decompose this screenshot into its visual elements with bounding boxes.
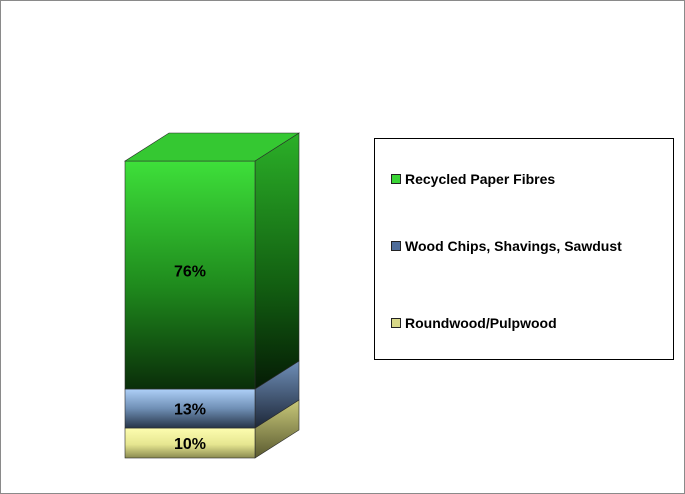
legend-item-roundwood-pulpwood: Roundwood/Pulpwood bbox=[391, 315, 557, 331]
legend-swatch-recycled-paper-fibres bbox=[391, 174, 401, 184]
bar-segment-wood-chips-shavings-sawdust bbox=[124, 388, 256, 429]
bar-segment-recycled-paper-fibres bbox=[124, 160, 256, 390]
legend-swatch-wood-chips bbox=[391, 241, 401, 251]
legend-label-recycled-paper-fibres: Recycled Paper Fibres bbox=[405, 171, 556, 187]
data-label-wood-chips-shavings-sawdust: 13% bbox=[174, 402, 206, 419]
data-label-roundwood-pulpwood: 10% bbox=[174, 436, 206, 453]
bar-side-recycled-paper-fibres bbox=[254, 132, 300, 390]
legend-item-recycled-paper-fibres: Recycled Paper Fibres bbox=[391, 171, 555, 187]
data-label-recycled-paper-fibres: 76% bbox=[174, 263, 206, 280]
bar-top-face bbox=[123, 132, 301, 162]
legend-item-wood-chips: Wood Chips, Shavings, Sawdust bbox=[391, 238, 622, 254]
legend-swatch-roundwood-pulpwood bbox=[391, 318, 401, 328]
legend-label-roundwood-pulpwood: Roundwood/Pulpwood bbox=[405, 315, 557, 331]
legend: Recycled Paper Fibres Wood Chips, Shavin… bbox=[374, 138, 674, 360]
bar-stack: 10% 13% 76% bbox=[123, 132, 301, 459]
bar-segment-roundwood-pulpwood bbox=[124, 427, 256, 459]
legend-label-wood-chips: Wood Chips, Shavings, Sawdust bbox=[405, 238, 622, 254]
